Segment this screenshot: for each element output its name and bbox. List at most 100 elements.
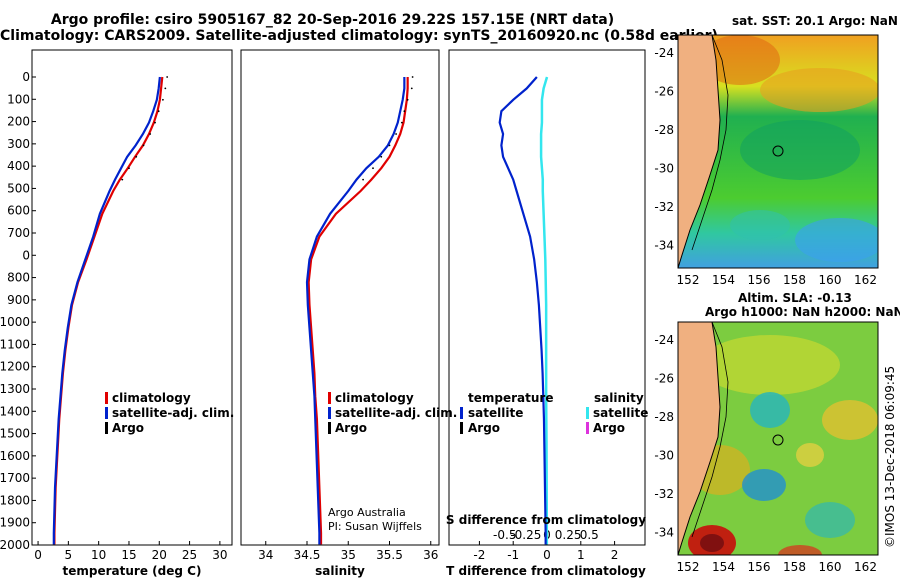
argo-point [406,98,409,101]
map-lon-tick-label: 160 [819,273,842,287]
argo-point [400,121,403,124]
sal-legend-argo-swatch [328,422,331,434]
diff-legend-temp-satellite-label: satellite [468,406,523,420]
argo-point [403,110,406,113]
legend-climatology-label: climatology [112,391,191,405]
argo-point [410,87,413,90]
argo-point [395,133,397,135]
depth-tick-label: 0 [22,248,30,262]
sla-map-title-line1: Altim. SLA: -0.13 [738,291,852,305]
argo-point [157,110,160,113]
x-tick-label: 15 [121,548,136,562]
sst-map-ticks: 152 154 156 158 160 162 -24 -26 -28 -30 -32 -34 [654,46,877,287]
x2-tick-label: 0.5 [580,528,599,542]
argo-point [380,155,383,158]
x2-tick-label: -0.25 [510,528,541,542]
map-lon-tick-label: 156 [748,273,771,287]
map-lat-tick-label: -28 [654,410,674,424]
difference-x2label: S difference from climatology [446,513,646,527]
x-tick-label: 2 [611,548,619,562]
x-tick-label: 0 [34,548,42,562]
depth-tick-label: 2000 [0,538,30,552]
x-tick-label: 34.5 [294,548,321,562]
x2-tick-label: -0.5 [493,528,516,542]
x-tick-label: 25 [182,548,197,562]
depth-tick-label: 1100 [0,337,30,351]
salinity-xlabel: salinity [315,564,365,578]
credit-pi: PI: Susan Wijffels [328,520,422,533]
depth-tick-label: 100 [7,92,30,106]
x-tick-label: 0 [543,548,551,562]
depth-tick-label: 700 [7,226,30,240]
x-tick-label: -2 [473,548,485,562]
sst-map-title: sat. SST: 20.1 Argo: NaN [732,14,898,28]
argo-point [372,167,374,170]
legend-argo-label: Argo [112,421,144,435]
temperature-panel-frame [31,49,233,546]
map-lon-tick-label: 158 [783,560,806,574]
diff-legend-temp-argo-label: Argo [468,421,500,435]
map-lat-tick-label: -32 [654,487,674,501]
depth-tick-label: 1000 [0,315,30,329]
map-lon-tick-label: 154 [712,273,735,287]
salinity-panel-frame [240,49,440,546]
argo-point [164,87,167,90]
diff-legend-sal-satellite-swatch [586,407,589,419]
x2-tick-label: 0.25 [555,528,582,542]
map-lon-tick-label: 152 [677,273,700,287]
diff-legend-sal-argo-swatch [586,422,589,434]
map-lon-tick-label: 162 [854,560,877,574]
difference-xlabel: T difference from climatology [446,564,646,578]
map-lon-tick-label: 152 [677,560,700,574]
map-lat-tick-label: -26 [654,85,674,99]
x-tick-label: 10 [91,548,106,562]
series-satellite-adj-clim- [305,77,406,545]
depth-tick-label: 1800 [0,493,30,507]
diff-legend-salinity-heading: salinity [594,391,644,405]
sla-map-title-line2: Argo h1000: NaN h2000: NaN [705,305,900,319]
depth-tick-label: 1400 [0,404,30,418]
credit-argo-australia: Argo Australia [328,506,406,519]
sal-legend-climatology-label: climatology [335,391,414,405]
map-lat-tick-label: -30 [654,162,674,176]
map-lat-tick-label: -24 [654,46,674,60]
sal-legend-satellite-label: satellite-adj. clim. [335,406,457,420]
chart-title-line1: Argo profile: csiro 5905167_82 20-Sep-20… [50,12,615,28]
argo-point [388,144,391,147]
legend-climatology-swatch [105,392,108,404]
depth-tick-label: 200 [7,115,30,129]
depth-tick-label: 300 [7,137,30,151]
legend-satellite-swatch [105,407,108,419]
series-climatology [307,77,409,545]
map-lat-tick-label: -26 [654,372,674,386]
temperature-plot: 0 5 10 15 20 25 30 [34,76,228,562]
argo-point [142,144,145,147]
temperature-xlabel: temperature (deg C) [63,564,202,578]
map-lon-tick-label: 154 [712,560,735,574]
sal-legend-argo-label: Argo [335,421,367,435]
argo-point [154,121,156,124]
legend-argo-swatch [105,422,108,434]
sst-map-frame [677,34,879,269]
sal-legend-satellite-swatch [328,407,331,419]
argo-point [411,76,414,78]
map-lon-tick-label: 156 [748,560,771,574]
sla-map [678,322,878,555]
diff-legend-temp-satellite-swatch [460,407,463,419]
map-lat-tick-label: -28 [654,123,674,137]
depth-tick-label: 600 [7,204,30,218]
x-tick-label: 34 [258,548,273,562]
argo-point [128,167,130,170]
chart-title-line2: Climatology: CARS2009. Satellite-adjuste… [0,28,718,44]
diff-legend-sal-argo-label: Argo [593,421,625,435]
depth-tick-label: 1500 [0,427,30,441]
map-lat-tick-label: -24 [654,333,674,347]
diff-legend-temperature-heading: temperature [468,391,553,405]
map-lon-tick-label: 160 [819,560,842,574]
depth-tick-label: 1700 [0,471,30,485]
depth-tick-label: 400 [7,159,30,173]
depth-tick-label: 1600 [0,449,30,463]
x-tick-label: -1 [507,548,519,562]
map-lon-tick-label: 158 [783,273,806,287]
